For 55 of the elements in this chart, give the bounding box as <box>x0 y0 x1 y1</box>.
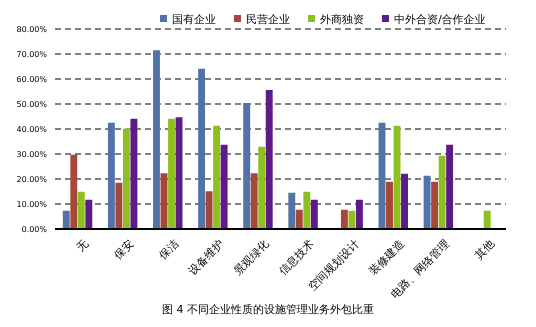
bar <box>78 192 85 229</box>
x-tick-label: 设备维护 <box>186 237 226 278</box>
bar <box>130 118 138 229</box>
x-tick-label: 景观绿化 <box>231 237 272 278</box>
y-tick-label: 60.00% <box>16 74 48 84</box>
y-tick-label: 10.00% <box>16 200 48 209</box>
y-tick-label: 50.00% <box>16 100 48 109</box>
bar <box>160 173 168 229</box>
bar <box>220 144 228 229</box>
bar <box>70 154 78 229</box>
bar <box>446 144 454 229</box>
x-tick-label: 保安 <box>111 237 136 262</box>
bar <box>153 50 160 229</box>
y-tick-label: 80.00% <box>16 24 48 34</box>
bar <box>310 200 318 229</box>
bar <box>168 118 175 229</box>
bar <box>288 192 296 229</box>
bar <box>401 174 408 229</box>
bar <box>438 156 446 229</box>
legend-label: 国有企业 <box>172 12 216 26</box>
y-tick-label: 30.00% <box>16 150 48 159</box>
bar <box>378 122 386 229</box>
bar <box>266 90 273 229</box>
bar <box>122 128 130 229</box>
y-tick-label: 70.00% <box>16 50 48 59</box>
bar <box>386 182 393 229</box>
bar <box>303 192 310 229</box>
bar <box>213 126 220 229</box>
legend-label: 民营企业 <box>246 12 290 26</box>
bar <box>108 122 115 229</box>
x-tick-label: 保洁 <box>156 237 182 262</box>
bar <box>85 200 92 229</box>
bar <box>243 103 250 229</box>
x-tick-label: 信息技术 <box>276 237 317 278</box>
text: 图 4 不同企业性质的设施管理业务外包比重 <box>162 303 374 316</box>
bar <box>394 126 400 229</box>
bar <box>258 146 266 229</box>
bar <box>340 210 348 229</box>
y-tick-label: 40.00% <box>16 124 48 134</box>
legend-label: 外商独资 <box>320 12 364 26</box>
x-tick-label: 其他 <box>472 237 498 262</box>
bar <box>348 210 356 229</box>
bar <box>424 176 431 229</box>
bar <box>198 68 206 229</box>
x-tick-label: 无 <box>74 237 92 254</box>
y-tick-label: 20.00% <box>16 174 48 184</box>
bar <box>206 191 213 229</box>
y-tick-label: 0.00% <box>22 224 48 234</box>
bar <box>176 117 182 229</box>
legend-label: 中外合资/合作企业 <box>394 12 486 26</box>
bar <box>356 200 363 229</box>
bar <box>115 182 122 229</box>
x-tick-label: 装修建造 <box>366 237 407 278</box>
bar <box>250 173 258 229</box>
bar <box>431 182 438 229</box>
